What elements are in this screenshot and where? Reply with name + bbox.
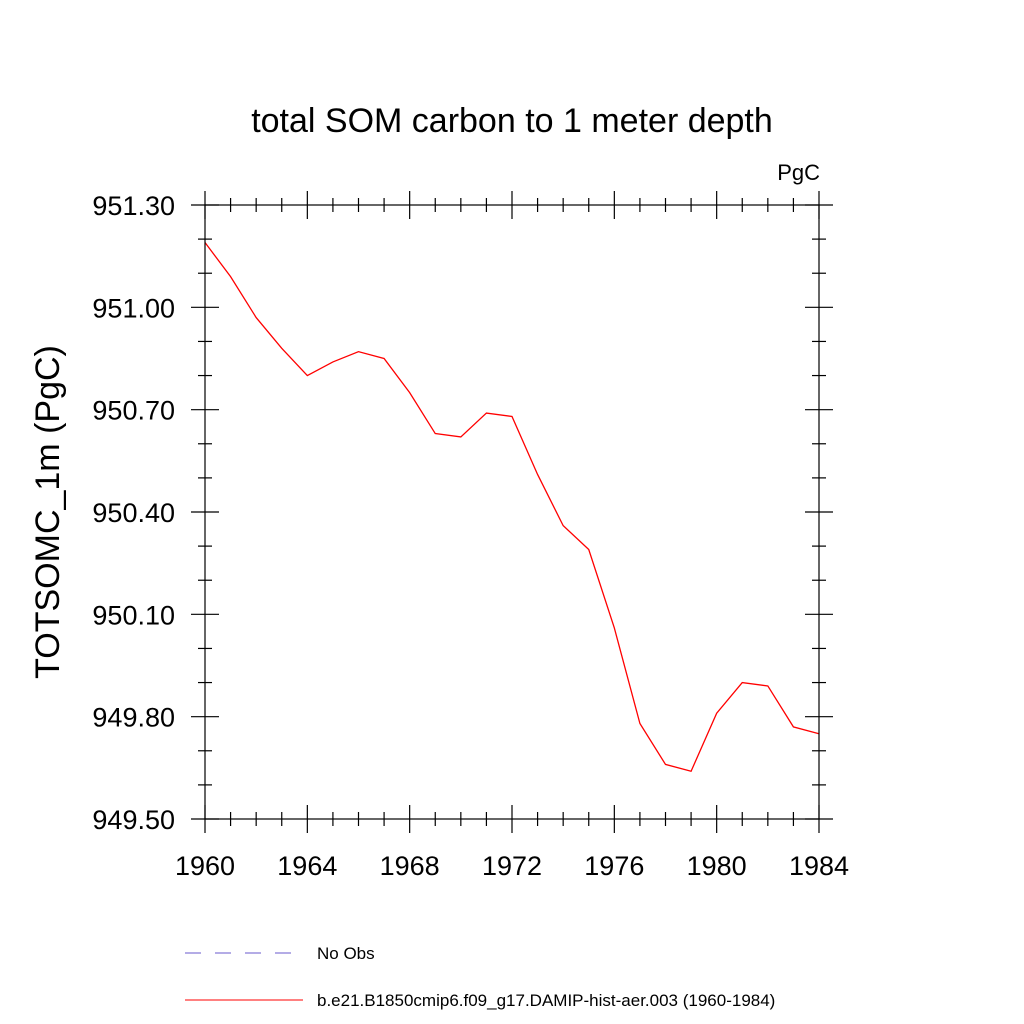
y-tick-label: 949.50 bbox=[92, 805, 175, 835]
units-label: PgC bbox=[777, 160, 820, 185]
y-tick-label: 951.30 bbox=[92, 191, 175, 221]
x-tick-label: 1964 bbox=[277, 851, 337, 881]
y-axis-label: TOTSOMC_1m (PgC) bbox=[29, 345, 67, 679]
x-tick-label: 1976 bbox=[584, 851, 644, 881]
chart-title: total SOM carbon to 1 meter depth bbox=[251, 102, 773, 140]
y-tick-label: 949.80 bbox=[92, 703, 175, 733]
y-tick-label: 950.10 bbox=[92, 600, 175, 630]
y-tick-label: 950.70 bbox=[92, 396, 175, 426]
axis-ticks bbox=[191, 191, 833, 833]
legend: No Obs b.e21.B1850cmip6.f09_g17.DAMIP-his… bbox=[185, 944, 775, 1010]
series-lines bbox=[204, 242, 820, 773]
x-tick-label: 1968 bbox=[380, 851, 440, 881]
legend-label: b.e21.B1850cmip6.f09_g17.DAMIP-hist-aer.… bbox=[317, 991, 775, 1010]
plot-frame bbox=[204, 204, 820, 820]
x-tick-label: 1972 bbox=[482, 851, 542, 881]
y-tick-labels: 949.50 949.80 950.10 950.40 950.70 951.00 951.… bbox=[92, 191, 175, 835]
x-tick-label: 1960 bbox=[175, 851, 235, 881]
x-tick-labels: 1960 1964 1968 1972 1976 1980 1984 bbox=[175, 851, 849, 881]
y-tick-label: 951.00 bbox=[92, 293, 175, 323]
x-tick-label: 1980 bbox=[687, 851, 747, 881]
legend-label: No Obs bbox=[317, 944, 375, 963]
series-line bbox=[204, 242, 820, 773]
y-tick-label: 950.40 bbox=[92, 498, 175, 528]
x-tick-label: 1984 bbox=[789, 851, 849, 881]
